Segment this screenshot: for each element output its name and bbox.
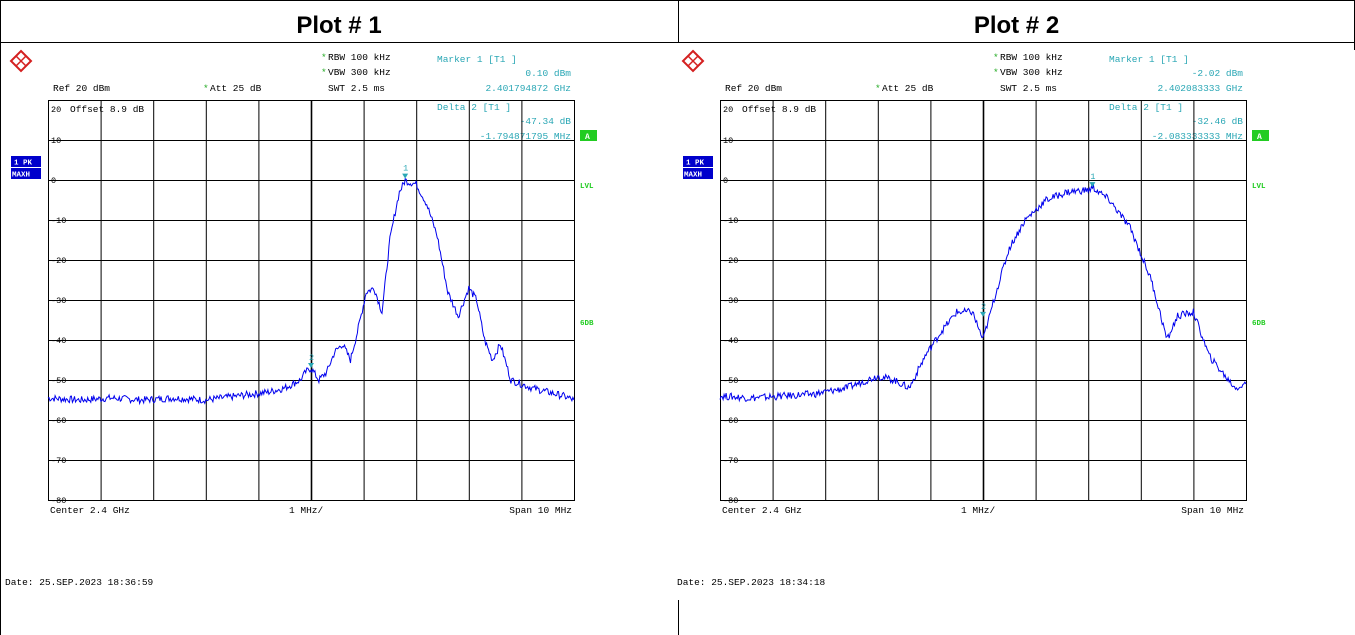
date-label: Date: 25.SEP.2023 18:34:18 <box>677 577 826 588</box>
marker-2-label: 2 <box>981 302 986 312</box>
y-tick-label: -60 <box>723 416 738 426</box>
swt-label: SWT 2.5 ms <box>328 83 385 94</box>
y-tick-label: -40 <box>723 336 738 346</box>
delta2-level: -47.34 dB <box>520 116 572 127</box>
marker1-freq: 2.401794872 GHz <box>485 83 571 94</box>
offset-label: Offset 8.9 dB <box>742 104 816 115</box>
lvl-label: LVL <box>1252 183 1266 191</box>
y-tick-label: 20 <box>723 105 733 115</box>
y-tick-label: -20 <box>723 256 738 266</box>
marker-2-label: 2 <box>309 353 314 363</box>
trace-line <box>719 183 1247 403</box>
sixdb-label: 6DB <box>1252 320 1266 328</box>
att-label: Att 25 dB <box>210 83 262 94</box>
rbw-label: RBW 100 kHz <box>328 52 391 63</box>
delta2-freq: -1.794871795 MHz <box>480 131 571 142</box>
ref-level-label: Ref 20 dBm <box>725 83 782 94</box>
trace-badge-label: 1 PK <box>686 160 705 168</box>
att-star-icon: * <box>203 83 209 94</box>
delta2-label: Delta 2 [T1 ] <box>437 102 511 113</box>
rs-logo-icon <box>681 49 705 73</box>
marker-2-icon <box>308 362 314 368</box>
trace-badge-bg <box>683 156 713 167</box>
x-div-label: 1 MHz/ <box>289 505 324 516</box>
x-div-label: 1 MHz/ <box>961 505 996 516</box>
y-tick-label: 10 <box>723 136 733 146</box>
span-label: Span 10 MHz <box>1181 505 1244 516</box>
y-tick-label: -70 <box>723 456 738 466</box>
att-star-icon: * <box>875 83 881 94</box>
y-tick-label: -10 <box>723 216 738 226</box>
offset-label: Offset 8.9 dB <box>70 104 144 115</box>
marker1-level: 0.10 dBm <box>525 68 571 79</box>
trace-badge-label: 1 PK <box>14 160 33 168</box>
y-tick-label: 0 <box>51 176 56 186</box>
delta2-label: Delta 2 [T1 ] <box>1109 102 1183 113</box>
ref-level-label: Ref 20 dBm <box>53 83 110 94</box>
delta2-freq: -2.083333333 MHz <box>1152 131 1243 142</box>
y-tick-label: -60 <box>51 416 66 426</box>
marker1-level: -2.02 dBm <box>1192 68 1244 79</box>
marker-1-icon <box>1089 182 1096 188</box>
y-tick-label: 10 <box>51 136 61 146</box>
marker-1-icon <box>402 173 409 179</box>
marker1-label: Marker 1 [T1 ] <box>437 54 517 65</box>
span-label: Span 10 MHz <box>509 505 572 516</box>
trace-badge-bg <box>11 156 41 167</box>
vbw-label: VBW 300 kHz <box>1000 67 1063 78</box>
delta2-level: -32.46 dB <box>1192 116 1244 127</box>
swt-label: SWT 2.5 ms <box>1000 83 1057 94</box>
trace-mode-label: MAXH <box>12 172 30 180</box>
rbw-star-icon: * <box>321 52 327 63</box>
plot2-title: Plot # 2 <box>973 12 1060 39</box>
a-badge-bg <box>580 130 597 141</box>
y-tick-label: 0 <box>723 176 728 186</box>
y-tick-label: -50 <box>51 376 66 386</box>
vbw-star-icon: * <box>321 67 327 78</box>
y-tick-label: -50 <box>723 376 738 386</box>
marker1-label: Marker 1 [T1 ] <box>1109 54 1189 65</box>
trace-line <box>47 177 575 406</box>
spectrum-panel-1: Ref 20 dBm * Att 25 dB* RBW 100 kHz* VBW 300… <box>5 49 597 588</box>
center-label: Center 2.4 GHz <box>722 505 802 516</box>
marker-2-icon <box>980 311 986 317</box>
y-tick-label: -40 <box>51 336 66 346</box>
a-badge-label: A <box>585 133 590 142</box>
trace-mode-bg <box>11 168 41 179</box>
y-tick-label: -80 <box>723 496 738 506</box>
y-tick-label: -30 <box>723 296 738 306</box>
marker-1-label: 1 <box>1090 172 1095 182</box>
spectrum-panel-2: Ref 20 dBm * Att 25 dB* RBW 100 kHz* VBW 300… <box>677 49 1269 588</box>
rs-logo-icon <box>9 49 33 73</box>
a-badge-bg <box>1252 130 1269 141</box>
marker1-freq: 2.402083333 GHz <box>1157 83 1243 94</box>
att-label: Att 25 dB <box>882 83 934 94</box>
y-tick-label: -70 <box>51 456 66 466</box>
rbw-star-icon: * <box>993 52 999 63</box>
y-tick-label: -10 <box>51 216 66 226</box>
date-label: Date: 25.SEP.2023 18:36:59 <box>5 577 154 588</box>
plot1-title: Plot # 1 <box>296 12 382 39</box>
vbw-label: VBW 300 kHz <box>328 67 391 78</box>
sixdb-label: 6DB <box>580 320 594 328</box>
y-tick-label: -20 <box>51 256 66 266</box>
marker-1-label: 1 <box>403 164 408 174</box>
y-tick-label: 20 <box>51 105 61 115</box>
center-label: Center 2.4 GHz <box>50 505 130 516</box>
rbw-label: RBW 100 kHz <box>1000 52 1063 63</box>
vbw-star-icon: * <box>993 67 999 78</box>
trace-mode-bg <box>683 168 713 179</box>
lvl-label: LVL <box>580 183 594 191</box>
y-tick-label: -30 <box>51 296 66 306</box>
a-badge-label: A <box>1257 133 1262 142</box>
trace-mode-label: MAXH <box>684 172 702 180</box>
y-tick-label: -80 <box>51 496 66 506</box>
